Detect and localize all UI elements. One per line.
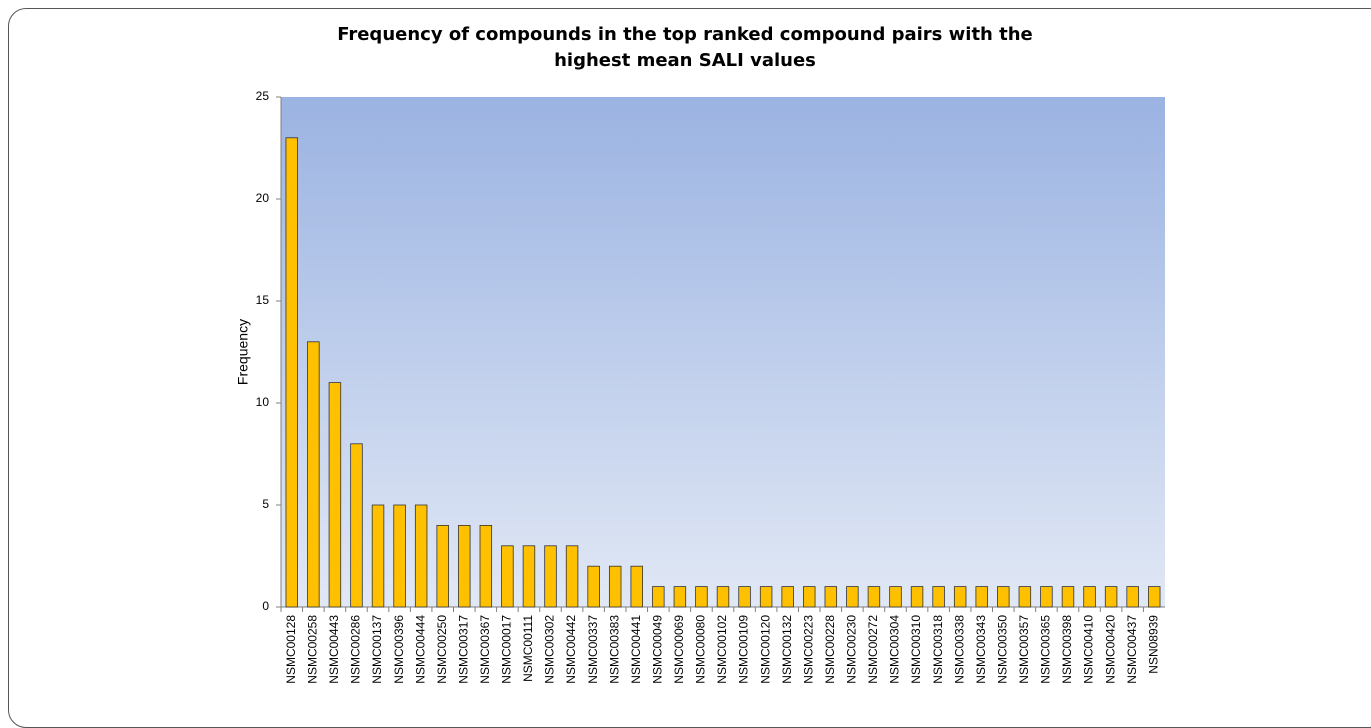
bar	[932, 586, 945, 608]
bar	[328, 382, 342, 608]
bar	[307, 341, 320, 608]
bar	[803, 586, 816, 608]
bar	[953, 586, 967, 608]
bar	[824, 586, 838, 608]
bar	[695, 586, 708, 608]
x-tick-label: NSMC00444	[413, 615, 427, 684]
bar	[846, 586, 859, 608]
x-tick-label: NSMC00286	[349, 615, 363, 684]
x-tick-label: NSMC00338	[952, 615, 966, 684]
bar	[1126, 586, 1139, 608]
bar	[867, 586, 881, 608]
x-tick-label: NSMC00420	[1103, 615, 1117, 684]
bar	[587, 565, 600, 608]
x-tick-label: NSMC00250	[435, 615, 449, 684]
y-tick-label: 15	[256, 293, 270, 307]
x-tick-label: NSMC00357	[1017, 615, 1031, 684]
bar	[522, 545, 536, 608]
x-tick-label: NSMC00228	[823, 615, 837, 684]
bar	[371, 504, 385, 608]
bar	[501, 545, 514, 608]
bar	[652, 586, 665, 608]
x-tick-label: NSMC00302	[543, 615, 557, 684]
x-tick-label: NSMC00337	[586, 615, 600, 684]
bar	[1147, 586, 1161, 608]
x-tick-label: NSMC00396	[392, 615, 406, 684]
x-tick-label: NSMC00120	[758, 615, 772, 684]
x-tick-label: NSMC00109	[737, 615, 751, 684]
bar	[975, 586, 988, 608]
x-tick-label: NSMC00102	[715, 615, 729, 684]
y-tick-label: 0	[262, 599, 269, 613]
x-tick-label: NSMC00137	[370, 615, 384, 684]
bar	[544, 545, 557, 608]
x-tick-label: NSMC00410	[1082, 615, 1096, 684]
y-tick-label: 10	[256, 395, 270, 409]
x-tick-label: NSMC00350	[995, 615, 1009, 684]
bar	[781, 586, 794, 608]
x-tick-label: NSMC00111	[521, 615, 535, 682]
bar	[1061, 586, 1075, 608]
x-tick-label: NSMC00367	[478, 615, 492, 684]
bar	[479, 525, 493, 608]
bar	[738, 586, 751, 608]
bar	[1083, 586, 1096, 608]
bar	[1104, 586, 1118, 608]
bar	[1040, 586, 1053, 608]
bar	[436, 525, 449, 608]
x-tick-label: NSMC00128	[284, 615, 298, 684]
x-tick-label: NSMC00132	[780, 615, 794, 684]
chart: Frequency 0 5 10 15 20 25 NSMC00128 NSMC00258 NS…	[235, 89, 1165, 684]
x-tick-label: NSMC00441	[629, 615, 643, 684]
bar	[608, 565, 622, 608]
bar	[759, 586, 773, 608]
x-tick-label: NSMC00223	[801, 615, 815, 684]
bar	[350, 443, 363, 608]
y-tick-label: 25	[256, 89, 270, 103]
x-tick-label: NSMC00398	[1060, 615, 1074, 684]
chart-title: Frequency of compounds in the top ranked…	[337, 24, 1033, 71]
bar	[414, 504, 428, 608]
x-tick-label: NSMC00443	[327, 615, 341, 684]
x-tick-label: NSMC00343	[974, 615, 988, 684]
bar	[889, 586, 902, 608]
x-tick-label: NSMC00272	[866, 615, 880, 684]
x-tick-label: NSMC00318	[931, 615, 945, 684]
x-tick-label: NSMC00258	[306, 615, 320, 684]
x-tick-label: NSMC00317	[456, 615, 470, 684]
x-tick-label: NSN08939	[1146, 615, 1160, 674]
x-tick-label: NSMC00230	[845, 615, 859, 684]
bar	[565, 545, 579, 608]
x-tick-label: NSMC00383	[607, 615, 621, 684]
page: {"chart_data": {"type": "bar", "title": …	[8, 8, 1371, 728]
x-tick-label: NSMC00437	[1125, 615, 1139, 684]
y-tick-label: 20	[256, 191, 270, 205]
bar	[673, 586, 687, 608]
x-tick-label: NSMC00310	[909, 615, 923, 684]
y-tick-label: 5	[262, 497, 269, 511]
x-tick-label: NSMC00442	[564, 615, 578, 684]
x-tick-label: NSMC00049	[650, 615, 664, 684]
x-tick-label: NSMC00304	[888, 615, 902, 684]
x-tick-label: NSMC00080	[694, 615, 708, 684]
x-tick-label: NSMC00017	[500, 615, 514, 684]
bar	[997, 586, 1010, 608]
bar	[630, 565, 643, 608]
bar	[393, 504, 406, 608]
bar	[910, 586, 924, 608]
x-tick-label: NSMC00365	[1039, 615, 1053, 684]
bar	[1018, 586, 1032, 608]
y-axis-label: Frequency	[235, 319, 251, 385]
x-tick-label: NSMC00069	[672, 615, 686, 684]
bar	[716, 586, 730, 608]
bar	[285, 137, 299, 608]
bar	[458, 525, 471, 608]
plot-area	[281, 97, 1165, 607]
